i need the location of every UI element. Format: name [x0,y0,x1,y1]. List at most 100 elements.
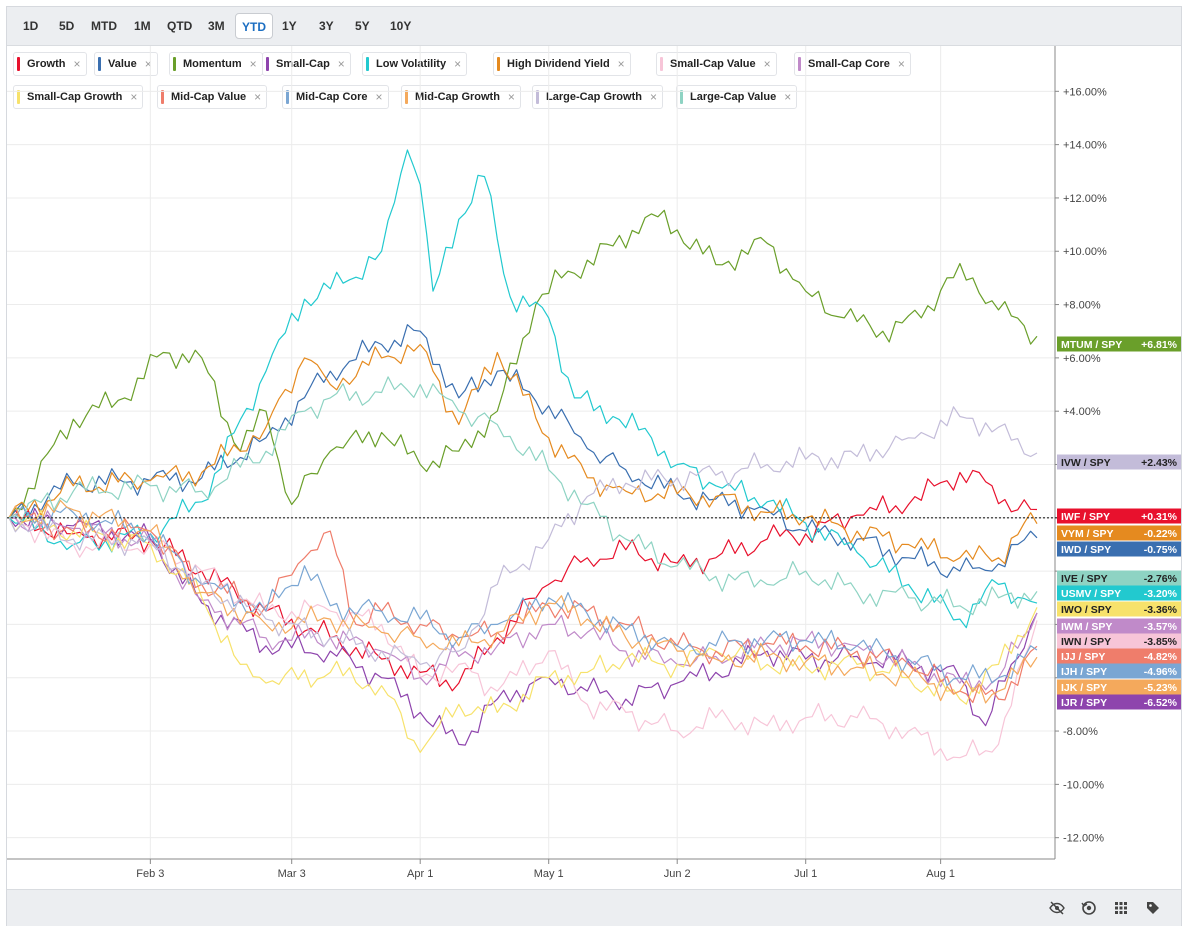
end-label-box [1057,618,1181,634]
legend-label: Momentum [183,58,242,70]
legend-chip-high-dividend-yield[interactable]: High Dividend Yield × [493,52,631,76]
end-label-value: -6.52% [1144,697,1178,709]
legend-swatch [17,57,20,71]
x-tick-label: Apr 1 [407,868,433,880]
legend-label: Small-Cap Value [670,58,756,70]
legend-swatch [680,90,683,104]
legend-chip-small-cap-growth[interactable]: Small-Cap Growth × [13,85,144,109]
grid-icon[interactable] [1111,898,1131,918]
legend-chip-mid-cap-value[interactable]: Mid-Cap Value × [157,85,268,109]
close-icon[interactable]: × [454,57,462,71]
series-line-high-dividend-yield [8,343,1038,565]
end-label-box [1057,679,1181,695]
y-tick-label: +12.00% [1063,193,1107,205]
close-icon[interactable]: × [897,57,905,71]
range-button-5d[interactable]: 5D [59,19,75,33]
y-tick-label: +6.00% [1063,353,1101,365]
range-button-3y[interactable]: 3Y [319,19,334,33]
legend-chip-low-volatility[interactable]: Low Volatility × [362,52,468,76]
legend-chip-small-cap-value[interactable]: Small-Cap Value × [656,52,777,76]
hide-all-icon[interactable] [1047,898,1067,918]
tag-icon[interactable] [1143,898,1163,918]
legend-chip-mid-cap-core[interactable]: Mid-Cap Core × [282,85,389,109]
legend-label: Small-Cap Growth [27,91,123,103]
legend-label: Mid-Cap Value [171,91,247,103]
close-icon[interactable]: × [375,90,383,104]
range-button-3m[interactable]: 3M [208,19,225,33]
legend-chip-mid-cap-growth[interactable]: Mid-Cap Growth × [401,85,521,109]
end-label-ticker: IWM / SPY [1061,621,1112,633]
close-icon[interactable]: × [507,90,515,104]
legend-swatch [98,57,101,71]
range-button-10y[interactable]: 10Y [390,19,412,33]
end-label-box [1057,508,1181,524]
x-tick-label: Aug 1 [926,868,955,880]
close-icon[interactable]: × [784,90,792,104]
legend-label: Mid-Cap Core [296,91,368,103]
series-line-small-cap-growth [8,509,1038,753]
close-icon[interactable]: × [73,57,81,71]
end-label-ticker: IJK / SPY [1061,682,1107,694]
legend-swatch [173,57,176,71]
legend-label: Growth [27,58,66,70]
legend-swatch [286,90,289,104]
reset-zoom-icon[interactable] [1079,898,1099,918]
end-label-box [1057,585,1181,601]
close-icon[interactable]: × [130,90,138,104]
legend-chip-small-cap-core[interactable]: Small-Cap Core × [794,52,911,76]
close-icon[interactable]: × [617,57,625,71]
close-icon[interactable]: × [649,90,657,104]
end-label-ticker: IVE / SPY [1061,573,1108,585]
range-toolbar: 1D 5D MTD 1M QTD 3M YTD 1Y 3Y 5Y 10Y [7,7,1181,46]
end-label-value: -4.96% [1144,666,1178,678]
series-line-mid-cap-core [8,506,1038,687]
legend-label: Small-Cap Core [808,58,890,70]
series-line-small-cap [8,507,1038,746]
series-line-large-cap-growth [8,406,1038,671]
series-line-small-cap-value [8,517,1038,761]
range-button-1m[interactable]: 1M [134,19,151,33]
end-label-ticker: IWF / SPY [1061,511,1110,523]
series-line-small-cap-core [8,510,1038,692]
range-button-5y[interactable]: 5Y [355,19,370,33]
end-label-value: -0.22% [1144,528,1178,540]
legend-chip-small-cap[interactable]: Small-Cap × [262,52,351,76]
range-button-1y[interactable]: 1Y [282,19,297,33]
end-label-ticker: IJJ / SPY [1061,651,1105,663]
y-tick-label: +10.00% [1063,246,1107,258]
series-line-large-cap-value [8,376,1038,616]
range-button-mtd[interactable]: MTD [91,19,117,33]
series-line-momentum [8,209,1038,519]
legend-chip-growth[interactable]: Growth × [13,52,87,76]
legend-swatch [17,90,20,104]
chart-canvas: +16.00% +14.00% +12.00% +10.00% +8.00% +6.00%… [7,46,1181,880]
legend-swatch [497,57,500,71]
end-label-ticker: VYM / SPY [1061,528,1114,540]
series-line-value [8,324,1038,579]
y-tick-label: -12.00% [1063,833,1104,845]
end-label-value: -3.20% [1144,588,1178,600]
end-label-value: -3.57% [1144,621,1178,633]
legend-chip-large-cap-growth[interactable]: Large-Cap Growth × [532,85,663,109]
end-label-ticker: IWN / SPY [1061,636,1111,648]
legend-label: Value [108,58,137,70]
y-tick-label: +4.00% [1063,406,1101,418]
y-tick-label: -10.00% [1063,779,1104,791]
close-icon[interactable]: × [144,57,152,71]
range-button-1d[interactable]: 1D [23,19,39,33]
legend-label: Low Volatility [376,58,447,70]
legend-chip-momentum[interactable]: Momentum × [169,52,263,76]
close-icon[interactable]: × [249,57,257,71]
close-icon[interactable]: × [254,90,262,104]
legend-chip-value[interactable]: Value × [94,52,158,76]
x-tick-label: Feb 3 [136,868,164,880]
end-label-box [1057,694,1181,710]
close-icon[interactable]: × [337,57,345,71]
x-tick-label: May 1 [534,868,564,880]
close-icon[interactable]: × [763,57,771,71]
end-label-ticker: IJH / SPY [1061,666,1107,678]
range-button-qtd[interactable]: QTD [167,19,193,33]
legend-label: High Dividend Yield [507,58,610,70]
range-button-ytd[interactable]: YTD [235,13,273,39]
legend-chip-large-cap-value[interactable]: Large-Cap Value × [676,85,798,109]
